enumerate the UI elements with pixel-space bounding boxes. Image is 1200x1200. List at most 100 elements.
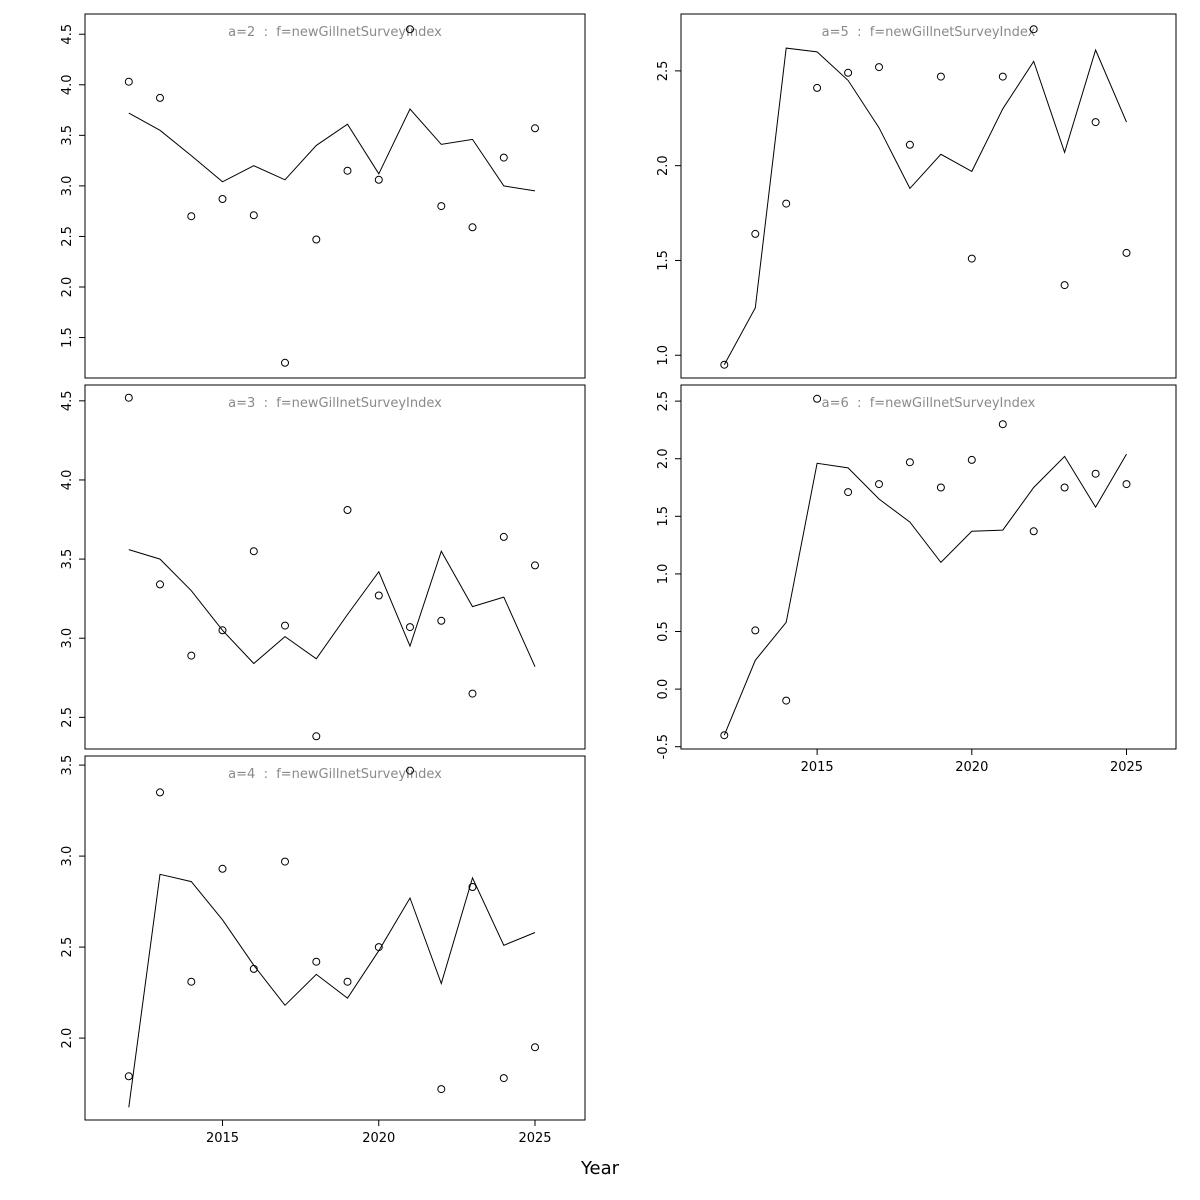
y-tick-label: 1.5: [656, 250, 671, 271]
obs-point: [531, 124, 539, 133]
obs-point: [312, 235, 321, 244]
y-tick-label: 0.0: [656, 679, 671, 700]
panel-a2: a=2 : f=newGillnetSurveyIndex 1.5 2.0 2.5 3.…: [60, 13, 586, 379]
obs-point: [281, 857, 289, 866]
x-tick-label: 2020: [362, 1131, 395, 1146]
y-tick-label: 1.0: [656, 564, 671, 585]
y-tick-label: -0.5: [656, 734, 671, 759]
y-tick-label: 0.5: [656, 621, 671, 642]
obs-point: [813, 394, 822, 403]
obs-point: [720, 731, 729, 740]
panel-a6: a=6 : f=newGillnetSurveyIndex -0.5 0.0 0.5 1…: [656, 384, 1177, 775]
y-tick-label: 1.5: [60, 327, 75, 348]
fit-line: [128, 108, 536, 192]
obs-point: [905, 458, 914, 467]
obs-point: [936, 483, 945, 492]
panel-title: a=4 : f=newGillnetSurveyIndex: [228, 767, 442, 782]
y-tick-label: 3.0: [60, 176, 75, 197]
obs-point: [499, 1074, 508, 1083]
y-tick-label: 3.5: [60, 755, 75, 776]
panel-border: [84, 384, 586, 750]
obs-point: [312, 732, 321, 741]
obs-point: [343, 506, 352, 514]
panel-border: [84, 755, 586, 1121]
panel-a3: a=3 : f=newGillnetSurveyIndex 2.5 3.0 3.5 4.…: [60, 384, 586, 750]
obs-point: [437, 616, 446, 625]
obs-point: [782, 696, 791, 705]
obs-point: [1091, 469, 1100, 478]
obs-point: [998, 420, 1007, 429]
obs-point: [875, 480, 883, 489]
obs-point: [281, 358, 289, 367]
obs-point: [468, 883, 477, 891]
obs-point: [406, 766, 414, 775]
panel-title: a=6 : f=newGillnetSurveyIndex: [822, 396, 1036, 411]
y-tick-label: 1.0: [656, 345, 671, 366]
x-axis-title: Year: [580, 1158, 620, 1179]
obs-point: [343, 166, 352, 175]
obs-point: [468, 689, 477, 698]
obs-point: [249, 547, 258, 556]
y-tick-label: 2.0: [656, 155, 671, 176]
y-tick-label: 3.5: [60, 125, 75, 146]
x-tick-label: 2025: [518, 1131, 551, 1146]
obs-point: [406, 623, 414, 632]
obs-point: [813, 83, 822, 92]
panel-title: a=3 : f=newGillnetSurveyIndex: [228, 396, 442, 411]
obs-point: [1029, 527, 1038, 536]
panel-border: [84, 13, 586, 379]
obs-point: [844, 488, 853, 497]
obs-point: [437, 202, 446, 211]
obs-point: [531, 1043, 539, 1052]
obs-point: [156, 580, 164, 589]
obs-point: [499, 153, 508, 162]
fit-line: [128, 873, 536, 1108]
panel-a5: a=5 : f=newGillnetSurveyIndex 1.0 1.5 2.0 2.…: [656, 13, 1177, 379]
obs-point: [156, 788, 164, 797]
obs-point: [782, 199, 791, 208]
obs-point: [343, 977, 352, 986]
obs-point: [218, 626, 227, 635]
obs-point: [187, 651, 196, 660]
obs-point: [967, 455, 976, 464]
y-tick-label: 4.0: [60, 74, 75, 95]
obs-point: [312, 957, 321, 966]
obs-point: [1060, 483, 1069, 492]
obs-point: [905, 140, 914, 149]
obs-point: [124, 1072, 133, 1081]
y-tick-label: 2.5: [656, 61, 671, 82]
y-tick-label: 2.5: [60, 937, 75, 958]
panel-title: a=2 : f=newGillnetSurveyIndex: [228, 25, 442, 40]
panel-border: [680, 13, 1177, 379]
obs-point: [124, 393, 133, 402]
y-tick-label: 4.5: [60, 390, 75, 411]
obs-point: [531, 561, 539, 570]
obs-point: [374, 943, 383, 952]
obs-point: [437, 1085, 446, 1094]
y-tick-label: 3.0: [60, 628, 75, 649]
fit-line: [723, 453, 1127, 736]
y-tick-label: 4.5: [60, 24, 75, 45]
y-tick-label: 3.5: [60, 549, 75, 570]
y-tick-label: 2.0: [60, 1028, 75, 1049]
obs-point: [249, 964, 258, 973]
x-tick-label: 2015: [801, 760, 834, 775]
obs-point: [936, 72, 945, 81]
obs-point: [156, 93, 164, 102]
x-tick-label: 2020: [955, 760, 988, 775]
y-tick-label: 2.5: [656, 391, 671, 412]
obs-point: [187, 212, 196, 221]
obs-point: [844, 68, 853, 77]
fit-line: [723, 47, 1127, 365]
y-tick-label: 2.5: [60, 707, 75, 728]
obs-point: [374, 175, 383, 184]
y-tick-label: 2.5: [60, 226, 75, 247]
obs-point: [751, 229, 760, 238]
panel-border: [680, 384, 1177, 750]
y-tick-label: 1.5: [656, 506, 671, 527]
obs-point: [468, 223, 477, 232]
fit-line: [128, 549, 536, 667]
obs-point: [1091, 118, 1100, 127]
